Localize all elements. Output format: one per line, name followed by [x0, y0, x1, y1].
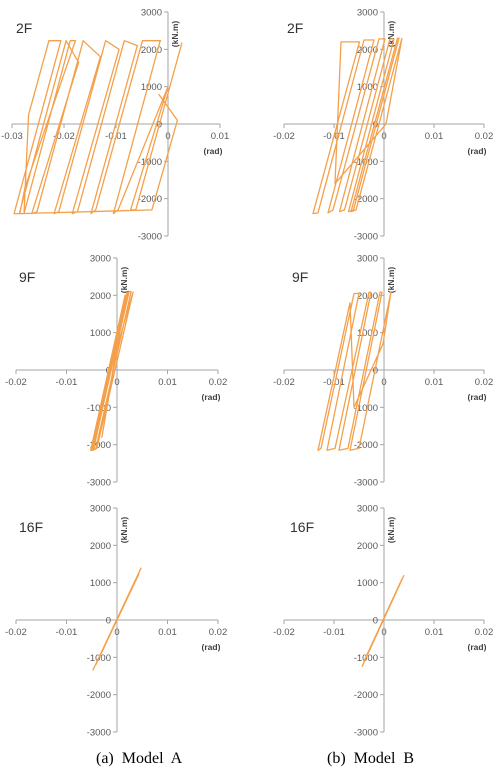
panel-2f-model-b-x-axis-label: (rad) [468, 146, 487, 156]
panel-2f-model-a-x-axis-label: (rad) [204, 146, 223, 156]
panel-16f-model-a-hysteresis-curve [95, 573, 140, 666]
panel-16f-model-a-xtick-label: 0 [114, 627, 119, 638]
panel-2f-model-a-ytick-label: -3000 [138, 232, 162, 243]
panel-16f-model-b-y-axis-label: (kN.m) [386, 517, 396, 544]
panel-16f-model-a-xtick-label: -0.01 [56, 627, 78, 638]
panel-16f-model-a-xtick-label: -0.02 [5, 627, 27, 638]
panel-2f-model-a-ytick-label: 1000 [141, 82, 162, 93]
panel-16f-model-b-ytick-label: 3000 [357, 504, 378, 515]
panel-9f-model-b-xtick-label: 0 [381, 377, 386, 388]
panel-16f-model-a-floor-label: 16F [19, 519, 43, 535]
panel-16f-model-a-ytick-label: 3000 [90, 504, 111, 515]
panel-2f-model-b-xtick-label: 0.01 [425, 131, 444, 142]
panel-16f-model-b-xtick-label: 0.01 [425, 627, 444, 638]
panel-2f-model-b-ytick-label: 1000 [357, 82, 378, 93]
panel-2f-model-a-ytick-label: -2000 [138, 194, 162, 205]
panel-9f-model-b-ytick-label: 2000 [357, 291, 378, 302]
panel-9f-model-b-hysteresis-curve [317, 291, 392, 451]
panel-2f-model-a-floor-label: 2F [16, 20, 32, 36]
panel-2f-model-b-ytick-label: -2000 [354, 194, 378, 205]
panel-9f-model-a-x-axis-label: (rad) [202, 392, 221, 402]
panel-2f-model-a-ytick-label: 3000 [141, 8, 162, 19]
panel-2f-model-b-ytick-label: -3000 [354, 232, 378, 243]
panel-2f-model-b-floor-label: 2F [287, 20, 303, 36]
panel-9f-model-b-xtick-label: -0.02 [273, 377, 295, 388]
panel-16f-model-a-ytick-label: -3000 [87, 728, 111, 739]
panel-9f-model-a-ytick-label: -3000 [87, 478, 111, 489]
panel-16f-model-b-ytick-label: -3000 [354, 728, 378, 739]
panel-2f-model-a-hysteresis-curve [13, 40, 183, 215]
panel-9f-model-a-xtick-label: -0.01 [56, 377, 78, 388]
panel-9f-model-b-ytick-label: -2000 [354, 440, 378, 451]
panel-2f-model-b-xtick-label: -0.02 [273, 131, 295, 142]
panel-2f-model-b-y-axis-label: (kN.m) [386, 21, 396, 48]
panel-2f-model-b-xtick-label: 0.02 [475, 131, 494, 142]
panel-9f-model-a-xtick-label: -0.02 [5, 377, 27, 388]
panel-16f-model-a-ytick-label: 1000 [90, 578, 111, 589]
panel-16f-model-b-xtick-label: 0 [381, 627, 386, 638]
panel-16f-model-a-x-axis-label: (rad) [202, 642, 221, 652]
panel-2f-model-b-ytick-label: 3000 [357, 8, 378, 19]
panel-9f-model-a-ytick-label: 3000 [90, 254, 111, 265]
panel-16f-model-b-xtick-label: -0.02 [273, 627, 295, 638]
panel-9f-model-b-ytick-label: -3000 [354, 478, 378, 489]
panel-16f-model-b-ytick-label: 1000 [357, 578, 378, 589]
panel-9f-model-a-ytick-label: 1000 [90, 328, 111, 339]
panel-2f-model-a-xtick-label: -0.02 [53, 131, 75, 142]
panel-2f-model-a-ytick-label: -1000 [138, 157, 162, 168]
panel-9f-model-b-xtick-label: 0.01 [425, 377, 444, 388]
panel-9f-model-a-ytick-label: -1000 [87, 403, 111, 414]
panel-2f-model-a-xtick-label: 0 [165, 131, 170, 142]
panel-9f-model-b-ytick-label: 3000 [357, 254, 378, 265]
panel-2f-model-a-xtick-label: -0.03 [1, 131, 23, 142]
panel-16f-model-a-y-axis-label: (kN.m) [119, 517, 129, 544]
panel-16f-model-a-xtick-label: 0.02 [209, 627, 228, 638]
panel-16f-model-b-x-axis-label: (rad) [468, 642, 487, 652]
panel-9f-model-b-xtick-label: -0.01 [323, 377, 345, 388]
panel-9f-model-b-ytick-label: -1000 [354, 403, 378, 414]
panel-16f-model-b-hysteresis-curve [363, 578, 403, 662]
panel-9f-model-b-xtick-label: 0.02 [475, 377, 494, 388]
panel-16f-model-b-ytick-label: -2000 [354, 690, 378, 701]
panel-2f-model-a-ytick-label: 2000 [141, 45, 162, 56]
panel-2f-model-b-xtick-label: 0 [381, 131, 386, 142]
panel-2f-model-a-xtick-label: 0.01 [211, 131, 230, 142]
panel-16f-model-a-ytick-label: 0 [106, 616, 111, 627]
panel-16f-model-b-xtick-label: 0.02 [475, 627, 494, 638]
caption-model-b: (b) Model B [327, 750, 415, 767]
panel-2f-model-b-hysteresis-curve [312, 37, 403, 215]
panel-9f-model-a-hysteresis-curve [90, 290, 134, 451]
panel-9f-model-a-floor-label: 9F [19, 269, 35, 285]
panel-2f-model-b-ytick-label: 2000 [357, 45, 378, 56]
panel-16f-model-b-ytick-label: 2000 [357, 541, 378, 552]
panel-16f-model-a-ytick-label: -2000 [87, 690, 111, 701]
panel-16f-model-b-xtick-label: -0.01 [323, 627, 345, 638]
panel-2f-model-a-y-axis-label: (kN.m) [170, 21, 180, 48]
panel-9f-model-a-xtick-label: 0 [114, 377, 119, 388]
panel-9f-model-a-xtick-label: 0.02 [209, 377, 228, 388]
panel-16f-model-b-floor-label: 16F [290, 519, 314, 535]
panel-16f-model-a-xtick-label: 0.01 [158, 627, 177, 638]
panel-9f-model-a-ytick-label: -2000 [87, 440, 111, 451]
panel-9f-model-b-x-axis-label: (rad) [468, 392, 487, 402]
panel-16f-model-a-ytick-label: 2000 [90, 541, 111, 552]
panel-9f-model-b-ytick-label: 1000 [357, 328, 378, 339]
panel-9f-model-a-y-axis-label: (kN.m) [119, 267, 129, 294]
panel-9f-model-b-floor-label: 9F [292, 269, 308, 285]
panel-9f-model-a-xtick-label: 0.01 [158, 377, 177, 388]
panel-16f-model-b-ytick-label: 0 [373, 616, 378, 627]
panel-9f-model-a-ytick-label: 2000 [90, 291, 111, 302]
panel-9f-model-b-y-axis-label: (kN.m) [386, 267, 396, 294]
caption-model-a: (a) Model A [96, 750, 183, 767]
